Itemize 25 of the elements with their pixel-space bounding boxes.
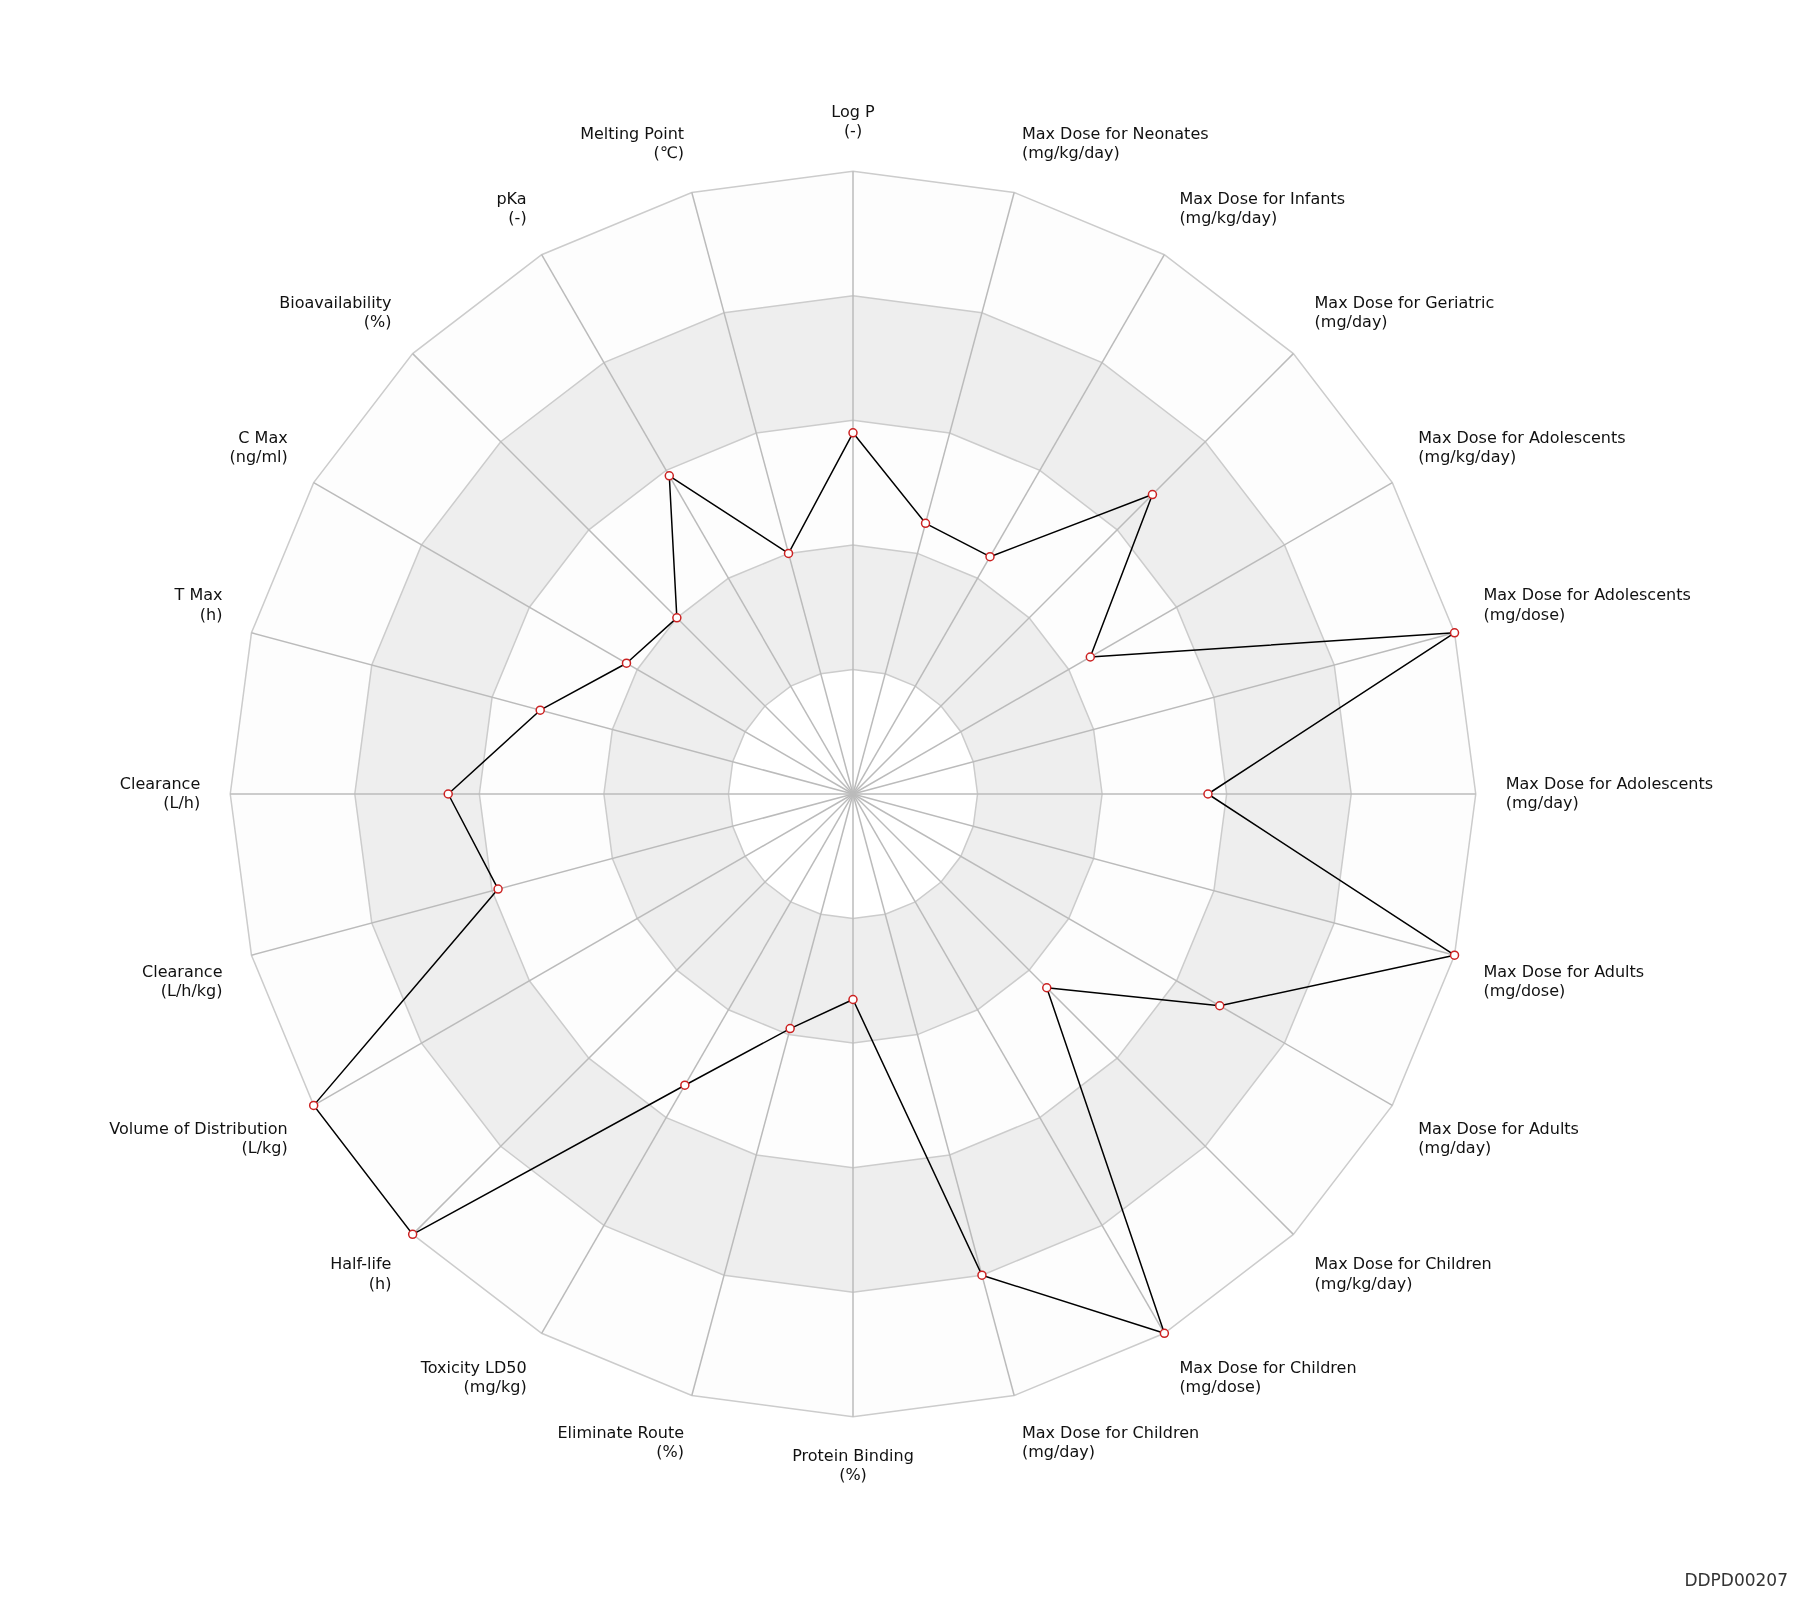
spoke-label: Clearance (L/h)	[119, 773, 201, 812]
spoke-label: Max Dose for Infants (mg/kg/day)	[1179, 189, 1346, 228]
spoke-label: Max Dose for Children (mg/day)	[1021, 1423, 1200, 1462]
spoke-label: Bioavailability (%)	[279, 292, 392, 331]
spoke-label: Half-life (h)	[330, 1254, 392, 1293]
spoke-label: Max Dose for Adolescents (mg/kg/day)	[1418, 427, 1626, 467]
spoke-label: Max Dose for Adolescents (mg/dose)	[1483, 585, 1691, 624]
spoke-label: C Max (ng/ml)	[229, 427, 288, 467]
spoke-label: Max Dose for Children (mg/dose)	[1179, 1358, 1357, 1397]
spoke-label: Max Dose for Adults (mg/day)	[1418, 1119, 1579, 1158]
spoke-label: Max Dose for Children (mg/kg/day)	[1314, 1254, 1492, 1293]
spoke-label: Max Dose for Adults (mg/dose)	[1483, 961, 1645, 1000]
spoke-label: Volume of Distribution (L/kg)	[109, 1119, 288, 1158]
spoke-label: Max Dose for Adolescents (mg/day)	[1505, 773, 1713, 812]
text: DDPD00207	[1684, 1570, 1788, 1590]
spoke-label: Max Dose for Neonates (mg/kg/day)	[1021, 123, 1209, 163]
spoke-label: Clearance (L/h/kg)	[142, 961, 223, 1000]
spoke-label: T Max (h)	[173, 585, 223, 624]
spoke-label: Protein Binding (%)	[792, 1445, 914, 1484]
spoke-label: pKa (-)	[496, 189, 527, 228]
spoke-label: Max Dose for Geriatric (mg/day)	[1314, 292, 1495, 331]
spoke-label: Log P (-)	[831, 101, 876, 140]
spoke-label: Toxicity LD50 (mg/kg)	[419, 1358, 527, 1397]
spoke-label: Eliminate Route (%)	[557, 1423, 685, 1462]
spoke-label: Melting Point (℃)	[580, 123, 685, 163]
